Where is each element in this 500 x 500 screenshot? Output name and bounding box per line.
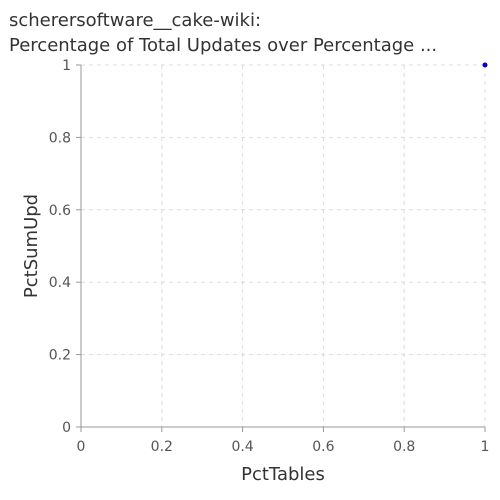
chart-title-line-1: scherersoftware__cake-wiki:	[9, 10, 262, 31]
data-points	[482, 62, 488, 68]
y-tick-labels: 0 0.2 0.4 0.6 0.8 1	[49, 58, 71, 436]
y-tick-label: 0.8	[49, 130, 71, 146]
x-tick-label: 0	[77, 439, 86, 455]
x-tick-label: 0.4	[231, 439, 253, 455]
y-axis-label: PctSumUpd	[21, 194, 42, 298]
x-tick-label: 0.6	[312, 439, 334, 455]
y-tick-label: 0.2	[49, 348, 71, 364]
axes	[76, 64, 486, 432]
x-tick-label: 0.2	[151, 439, 173, 455]
x-axis-label: PctTables	[241, 464, 325, 485]
chart-title: scherersoftware__cake-wiki: Percentage o…	[9, 8, 497, 58]
y-tick-label: 1	[62, 58, 71, 74]
grid-lines	[81, 64, 486, 427]
x-tick-label: 1	[481, 439, 490, 455]
data-point	[482, 62, 488, 68]
y-tick-label: 0	[62, 420, 71, 436]
x-tick-label: 0.8	[393, 439, 415, 455]
x-tick-labels: 0 0.2 0.4 0.6 0.8 1	[77, 439, 490, 455]
y-tick-label: 0.6	[49, 203, 71, 219]
y-tick-label: 0.4	[49, 275, 71, 291]
chart-title-line-2: Percentage of Total Updates over Percent…	[9, 35, 438, 56]
